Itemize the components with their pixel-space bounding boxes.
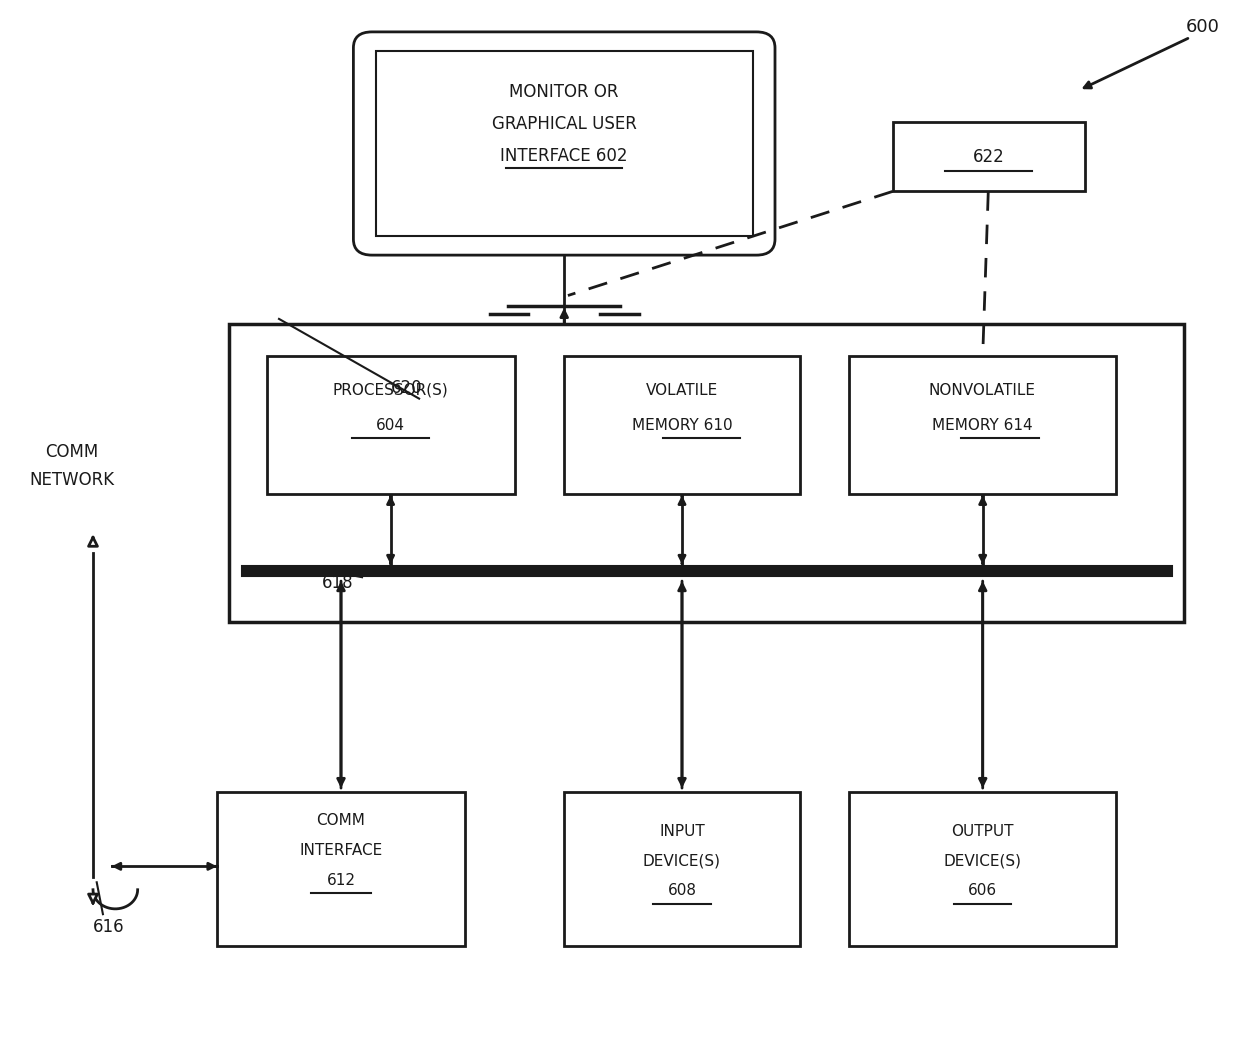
Text: 618: 618 bbox=[321, 574, 353, 591]
Text: INPUT: INPUT bbox=[660, 824, 704, 839]
Bar bbox=[564, 356, 800, 494]
Text: 604: 604 bbox=[376, 418, 405, 433]
Text: DEVICE(S): DEVICE(S) bbox=[644, 854, 720, 868]
Text: NETWORK: NETWORK bbox=[30, 472, 114, 489]
Bar bbox=[849, 356, 1116, 494]
Text: NONVOLATILE: NONVOLATILE bbox=[929, 383, 1035, 398]
Bar bbox=[893, 122, 1085, 191]
Text: 612: 612 bbox=[326, 873, 356, 888]
Text: 622: 622 bbox=[972, 149, 1004, 166]
Text: 620: 620 bbox=[391, 379, 423, 396]
Text: INTERFACE 602: INTERFACE 602 bbox=[501, 148, 627, 165]
Bar bbox=[229, 324, 1184, 622]
Text: 608: 608 bbox=[667, 883, 697, 898]
Text: GRAPHICAL USER: GRAPHICAL USER bbox=[492, 116, 636, 133]
Bar bbox=[564, 792, 800, 946]
Text: 606: 606 bbox=[967, 883, 997, 898]
Text: INTERFACE: INTERFACE bbox=[299, 843, 383, 858]
Text: 616: 616 bbox=[93, 918, 125, 935]
FancyBboxPatch shape bbox=[353, 32, 775, 255]
Bar bbox=[376, 51, 753, 236]
Text: PROCESSOR(S): PROCESSOR(S) bbox=[332, 383, 449, 398]
Text: VOLATILE: VOLATILE bbox=[646, 383, 718, 398]
Text: MONITOR OR: MONITOR OR bbox=[510, 84, 619, 101]
Bar bbox=[267, 356, 515, 494]
Text: OUTPUT: OUTPUT bbox=[951, 824, 1013, 839]
Text: DEVICE(S): DEVICE(S) bbox=[944, 854, 1021, 868]
Bar bbox=[217, 792, 465, 946]
Text: MEMORY 614: MEMORY 614 bbox=[931, 418, 1033, 433]
Bar bbox=[849, 792, 1116, 946]
Text: MEMORY 610: MEMORY 610 bbox=[631, 418, 733, 433]
Text: COMM: COMM bbox=[316, 813, 366, 828]
Text: 600: 600 bbox=[1185, 18, 1220, 35]
Text: COMM: COMM bbox=[46, 443, 98, 460]
Bar bbox=[242, 566, 1172, 576]
